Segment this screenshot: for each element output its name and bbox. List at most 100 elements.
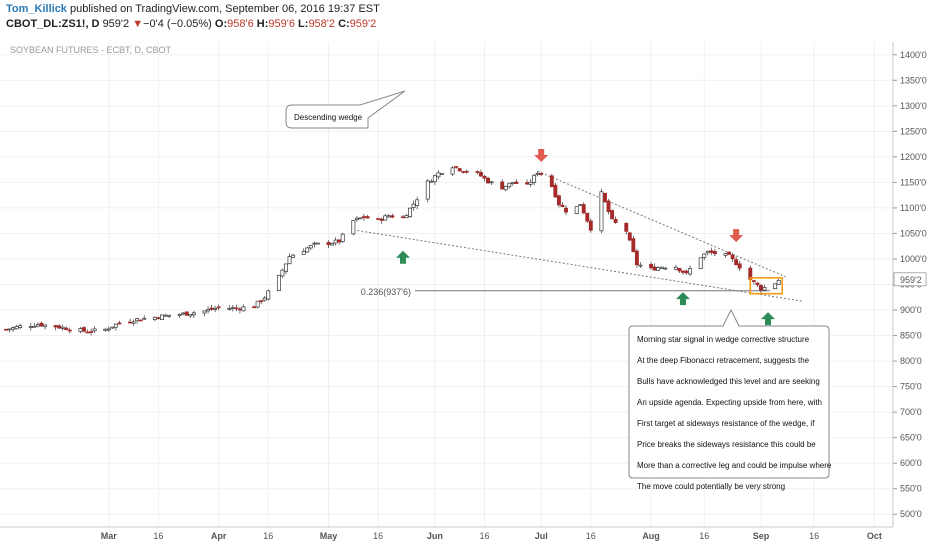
candle-down (712, 251, 717, 255)
price-chart[interactable]: SOYBEAN FUTURES - ECBT, D, CBOT 0.236(93… (0, 34, 932, 550)
y-tick-label: 750'0 (900, 382, 922, 392)
candle-up (266, 290, 271, 300)
candle-down (53, 325, 58, 328)
publish-info: published on TradingView.com, September … (70, 3, 380, 15)
candle-down (751, 280, 756, 282)
up-arrow-icon (761, 312, 776, 326)
x-tick-label: 16 (263, 531, 273, 541)
candle-up (702, 253, 707, 258)
x-tick-label: Jul (535, 531, 548, 541)
x-tick-label: Aug (642, 531, 660, 541)
last-price: 959'2 (102, 18, 130, 30)
candle-down (259, 300, 264, 303)
x-tick-label: Jun (427, 531, 443, 541)
candle-up (255, 300, 260, 308)
callout-line: First target at sideways resistance of t… (637, 419, 815, 428)
candle-up (656, 267, 661, 271)
candle-up (135, 318, 140, 322)
candle-up (528, 181, 533, 185)
candle-up (131, 321, 136, 324)
candle-down (755, 282, 760, 286)
down-arrow-icon (534, 148, 549, 162)
chart-header: Tom_Killick published on TradingView.com… (0, 0, 932, 34)
candle-down (209, 307, 214, 310)
candle-down (67, 329, 72, 332)
candle-up (11, 327, 16, 330)
y-tick-label: 900'0 (900, 305, 922, 315)
x-tick-label: 16 (373, 531, 383, 541)
candle-up (688, 268, 693, 275)
symbol-label[interactable]: CBOT_DL:ZS1!, D (6, 18, 100, 30)
y-tick-label: 1400'0 (900, 50, 927, 60)
morning-star-highlight-box (749, 277, 784, 295)
price-axis[interactable]: 500'0 550'0 600'0 650'0 700'0 750'0 800'0 850'0… (892, 42, 927, 527)
time-axis[interactable]: Mar 16 Apr 16 May 16 Jun 16 Jul 16 Aug 16 Sep 16 Oct (0, 526, 893, 541)
candle-up (507, 182, 512, 188)
candle-up (152, 316, 157, 320)
high-label: H: (256, 18, 269, 30)
candle-down (727, 251, 731, 255)
candle-down (514, 181, 519, 184)
candle-down (539, 172, 544, 175)
candle-up (351, 220, 356, 235)
candle-up (354, 217, 359, 221)
low-value: 958'2 (308, 18, 336, 30)
candle-down (390, 215, 395, 218)
candle-up (638, 264, 643, 267)
y-tick-label: 650'0 (900, 433, 922, 443)
x-tick-label: 16 (479, 531, 489, 541)
candle-up (762, 287, 767, 291)
candle-down (454, 166, 459, 168)
candle-up (386, 215, 391, 218)
y-tick-label: 1000'0 (900, 254, 927, 264)
candle-up (440, 173, 444, 175)
candle-up (191, 312, 196, 316)
candle-down (730, 254, 735, 260)
open-value: 958'6 (227, 18, 254, 30)
candle-up (213, 308, 218, 310)
callout-line: Bulls have acknowledged this level and a… (637, 377, 820, 386)
candle-up (284, 263, 288, 272)
x-tick-label: Oct (867, 531, 882, 541)
y-tick-label: 500'0 (900, 509, 922, 519)
candle-up (404, 215, 409, 219)
close-value: 959'2 (349, 18, 377, 30)
candle-up (262, 297, 267, 301)
candle-up (227, 307, 232, 310)
candle-down (709, 250, 714, 253)
author-link[interactable]: Tom_Killick (6, 3, 67, 15)
callout-line: Morning star signal in wedge corrective … (637, 335, 810, 344)
candle-down (82, 327, 86, 332)
candle-down (252, 306, 257, 309)
wedge-trendlines (353, 170, 804, 302)
candle-up (7, 328, 12, 331)
x-tick-label: 16 (699, 531, 709, 541)
candle-up (177, 314, 182, 316)
candle-down (39, 322, 44, 327)
candle-up (358, 217, 363, 220)
open-label: O: (214, 18, 228, 30)
candle-up (705, 251, 710, 254)
fib-level-label: 0.236(937'6) (361, 287, 411, 297)
last-price-marker-label: 959'2 (900, 275, 922, 285)
candle-up (280, 269, 285, 277)
candle-down (556, 195, 561, 206)
candle-up (315, 242, 320, 245)
y-tick-label: 600'0 (900, 458, 922, 468)
candle-down (89, 331, 94, 333)
y-tick-label: 850'0 (900, 331, 922, 341)
candle-down (57, 325, 62, 329)
candle-up (723, 253, 728, 256)
close-label: C: (338, 18, 350, 30)
candle-up (160, 314, 164, 320)
candle-down (613, 219, 618, 223)
y-tick-label: 1150'0 (900, 177, 926, 187)
publish-line: Tom_Killick published on TradingView.com… (6, 3, 380, 15)
last-price-marker (893, 272, 927, 287)
candlestick-series (4, 166, 781, 336)
candle-down (85, 331, 90, 334)
candle-up (103, 328, 108, 331)
candle-up (450, 167, 455, 175)
up-arrow-icon (675, 292, 690, 306)
candle-down (216, 306, 221, 309)
